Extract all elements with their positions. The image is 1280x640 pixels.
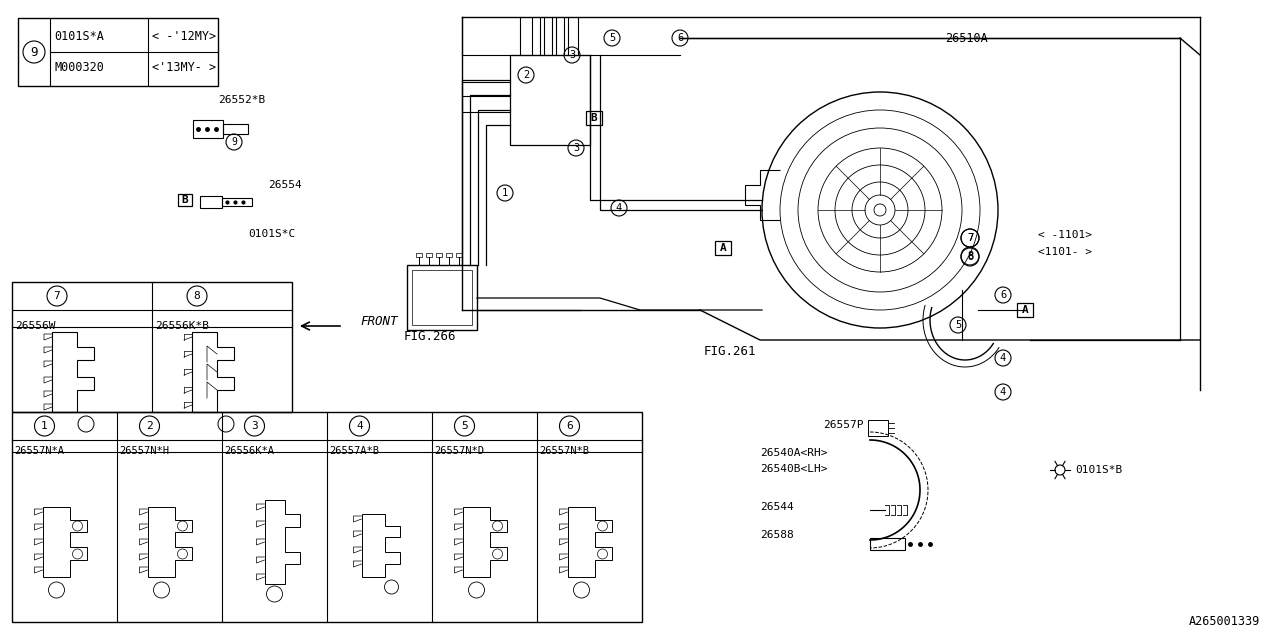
Text: 7: 7 [54, 291, 60, 301]
Text: B: B [182, 195, 188, 205]
Text: A265001339: A265001339 [1189, 615, 1260, 628]
Bar [716, 241, 731, 255]
Text: 26554: 26554 [268, 180, 302, 190]
Text: 0101S*C: 0101S*C [248, 229, 296, 239]
Bar [509, 55, 590, 145]
Bar [407, 265, 477, 330]
Text: 26557N*H: 26557N*H [119, 446, 169, 456]
Text: 26556K*B: 26556K*B [155, 321, 209, 331]
Bar [426, 253, 433, 257]
Text: 26588: 26588 [760, 530, 794, 540]
Bar [12, 282, 292, 412]
Text: 3: 3 [251, 421, 257, 431]
Bar [445, 253, 452, 257]
Bar [456, 253, 462, 257]
Text: 26552*B: 26552*B [218, 95, 265, 105]
Text: 7: 7 [966, 233, 973, 243]
Text: 1: 1 [41, 421, 47, 431]
Text: 5: 5 [955, 320, 961, 330]
Text: 3: 3 [573, 143, 579, 153]
Text: A: A [719, 243, 726, 253]
Text: 26557N*A: 26557N*A [14, 446, 64, 456]
Bar [586, 111, 602, 125]
Text: 26557N*B: 26557N*B [539, 446, 589, 456]
Text: 8: 8 [193, 291, 201, 301]
Text: 3: 3 [568, 50, 575, 60]
Text: <1101- >: <1101- > [1038, 247, 1092, 257]
Text: 4: 4 [1000, 387, 1006, 397]
Text: 0101S*A: 0101S*A [54, 30, 104, 43]
Text: 9: 9 [31, 45, 37, 58]
Text: 26556W: 26556W [15, 321, 55, 331]
Text: < -'12MY>: < -'12MY> [152, 30, 216, 43]
Text: 4: 4 [1000, 353, 1006, 363]
Text: M000320: M000320 [54, 61, 104, 74]
Bar [412, 270, 472, 325]
Text: 2: 2 [522, 70, 529, 80]
Bar [436, 253, 442, 257]
Bar [223, 124, 248, 134]
Bar [193, 120, 223, 138]
Text: 26510A: 26510A [945, 32, 988, 45]
Text: 0101S*B: 0101S*B [1075, 465, 1123, 475]
Text: 4: 4 [356, 421, 362, 431]
Text: < -1101>: < -1101> [1038, 230, 1092, 240]
Text: 6: 6 [566, 421, 573, 431]
Bar [200, 196, 221, 208]
Bar [12, 412, 643, 622]
Text: B: B [590, 113, 598, 123]
Text: 5: 5 [609, 33, 616, 43]
Bar [18, 18, 218, 86]
Text: FIG.266: FIG.266 [403, 330, 456, 343]
Text: 9: 9 [232, 137, 237, 147]
Bar [1018, 303, 1033, 317]
Text: FIG.261: FIG.261 [704, 345, 756, 358]
Text: 26557A*B: 26557A*B [329, 446, 379, 456]
Text: 6: 6 [1000, 290, 1006, 300]
Text: 26540A<RH>: 26540A<RH> [760, 448, 827, 458]
Bar [416, 253, 422, 257]
Bar [868, 420, 888, 436]
Text: 2: 2 [146, 421, 152, 431]
Text: A: A [1021, 305, 1028, 315]
Text: 8: 8 [966, 251, 973, 261]
Text: 26544: 26544 [760, 502, 794, 512]
Text: 26557P: 26557P [823, 420, 864, 430]
Text: 7: 7 [966, 233, 973, 243]
Text: 5: 5 [461, 421, 468, 431]
Text: 6: 6 [677, 33, 684, 43]
Text: 26556K*A: 26556K*A [224, 446, 274, 456]
Text: 26557N*D: 26557N*D [434, 446, 484, 456]
Text: 1: 1 [502, 188, 508, 198]
Bar [178, 194, 192, 206]
Bar [221, 198, 252, 206]
Text: <'13MY- >: <'13MY- > [152, 61, 216, 74]
Bar [870, 538, 905, 550]
Text: 4: 4 [616, 203, 622, 213]
Text: 8: 8 [966, 252, 973, 262]
Text: FRONT: FRONT [360, 315, 398, 328]
Text: 26540B<LH>: 26540B<LH> [760, 464, 827, 474]
